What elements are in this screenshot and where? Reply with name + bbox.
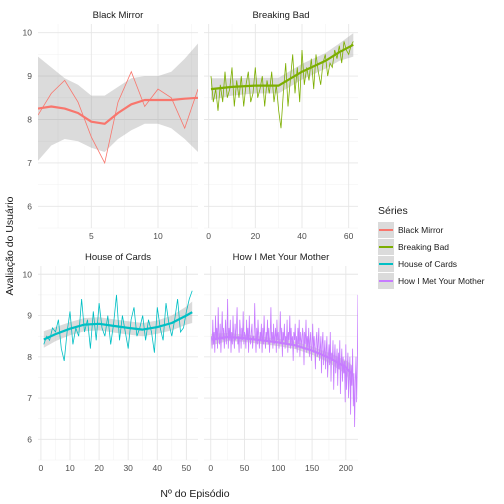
legend-label: How I Met Your Mother [398, 276, 485, 286]
panel-background [38, 266, 198, 460]
legend-item: Black Mirror [378, 222, 444, 238]
legend: Séries Black Mirror Breaking Bad House of … [378, 205, 485, 289]
smooth-line [210, 43, 354, 91]
facet-title: How I Met Your Mother [233, 252, 330, 263]
panel-plot-area [38, 43, 198, 165]
facet-title: Black Mirror [93, 10, 144, 21]
legend-label: House of Cards [398, 259, 457, 269]
x-tick-label: 0 [208, 463, 213, 473]
x-axis-title: Nº do Episódio [160, 488, 229, 500]
x-tick-label: 10 [65, 463, 75, 473]
panel-plot-area [210, 33, 354, 129]
y-tick-label: 9 [27, 311, 32, 321]
legend-item: House of Cards [378, 256, 457, 272]
y-tick-label: 8 [27, 352, 32, 362]
x-tick-label: 5 [89, 231, 94, 241]
y-tick-label: 6 [27, 201, 32, 211]
y-axis-title: Avaliação do Usuário [4, 196, 16, 295]
series-line [38, 70, 198, 165]
x-tick-label: 20 [251, 231, 261, 241]
y-tick-label: 8 [27, 114, 32, 124]
panel-background [204, 266, 358, 460]
x-tick-label: 50 [182, 463, 192, 473]
legend-item: Breaking Bad [378, 239, 449, 255]
x-tick-label: 40 [153, 463, 163, 473]
smooth-line [43, 311, 193, 341]
x-tick-label: 10 [153, 231, 163, 241]
facet-panel-2: House of Cards 6 7 8 9 10 0 10 20 30 40 50 [23, 252, 198, 473]
x-tick-label: 50 [240, 463, 250, 473]
panel-plot-area [43, 290, 193, 361]
x-tick-label: 0 [39, 463, 44, 473]
y-tick-label: 7 [27, 158, 32, 168]
x-tick-label: 30 [123, 463, 133, 473]
series-line [210, 41, 354, 129]
facet-title: House of Cards [85, 252, 151, 263]
smooth-line [211, 335, 353, 375]
x-tick-label: 100 [271, 463, 285, 473]
y-tick-label: 10 [23, 269, 33, 279]
confidence-band [43, 301, 193, 348]
legend-title: Séries [378, 205, 408, 217]
facet-title: Breaking Bad [252, 10, 309, 21]
x-tick-label: 0 [206, 231, 211, 241]
y-tick-label: 9 [27, 71, 32, 81]
smooth-line [38, 96, 198, 125]
series-line [43, 290, 193, 361]
facet-panel-0: Black Mirror 6 7 8 9 10 5 10 [23, 10, 198, 241]
legend-item: How I Met Your Mother [378, 273, 485, 289]
panel-plot-area [211, 294, 358, 428]
y-tick-label: 6 [27, 434, 32, 444]
x-tick-label: 40 [297, 231, 307, 241]
facet-panel-1: Breaking Bad 0 20 40 60 [204, 10, 358, 241]
x-tick-label: 20 [94, 463, 104, 473]
x-tick-label: 60 [344, 231, 354, 241]
y-tick-label: 7 [27, 393, 32, 403]
y-tick-label: 10 [23, 28, 33, 38]
x-tick-label: 150 [305, 463, 319, 473]
legend-label: Breaking Bad [398, 242, 449, 252]
x-tick-label: 200 [339, 463, 353, 473]
facet-panel-3: How I Met Your Mother 0 50 100 150 200 [204, 252, 358, 473]
legend-label: Black Mirror [398, 225, 444, 235]
panel-background [38, 24, 198, 228]
